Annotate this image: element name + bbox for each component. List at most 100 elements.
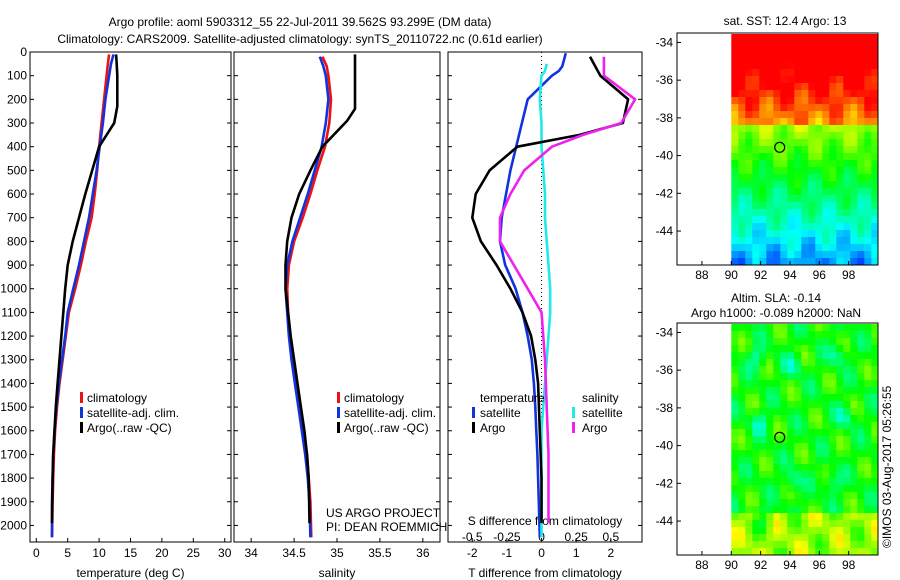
sst-field-cell	[759, 132, 767, 140]
sla-field-cell	[801, 499, 809, 507]
sla-field-cell	[843, 436, 851, 444]
sst-field-cell	[731, 167, 739, 175]
sla-field-cell	[780, 506, 788, 514]
sst-field-cell	[759, 34, 767, 42]
sla-field-cell	[829, 345, 837, 353]
sla-field-cell	[857, 443, 865, 451]
sst-field-cell	[871, 118, 879, 126]
sla-field-cell	[794, 366, 802, 374]
sst-field-cell	[745, 181, 753, 189]
sst-field-cell	[745, 146, 753, 154]
sla-field-cell	[731, 331, 739, 339]
sla-field-cell	[850, 471, 858, 479]
sla-field-cell	[794, 534, 802, 542]
sst-field-cell	[759, 160, 767, 168]
sla-field-cell	[850, 373, 858, 381]
sst-field-cell	[801, 139, 809, 147]
sla-field-cell	[871, 373, 879, 381]
sla-field-cell	[836, 422, 844, 430]
sla-field-cell	[864, 443, 872, 451]
sst-field-cell	[864, 69, 872, 77]
sla-field-cell	[759, 471, 767, 479]
salinity-xtick-label: 36	[416, 546, 430, 560]
sla-field-cell	[752, 436, 760, 444]
sla-field-cell	[857, 492, 865, 500]
sst-field-cell	[759, 216, 767, 224]
sst-field-cell	[752, 97, 760, 105]
sla-field-cell	[731, 324, 739, 332]
sla-field-cell	[794, 548, 802, 556]
sst-field-cell	[745, 48, 753, 56]
sst-field-cell	[738, 146, 746, 154]
sst-field-cell	[829, 209, 837, 217]
sla-field-cell	[850, 359, 858, 367]
sla-field-cell	[815, 359, 823, 367]
sla-field-cell	[801, 359, 809, 367]
sst-field-cell	[871, 104, 879, 112]
sla-field-cell	[836, 352, 844, 360]
sst-field-cell	[787, 195, 795, 203]
sla-field-cell	[808, 527, 816, 535]
sla-field-cell	[759, 464, 767, 472]
sla-field-cell	[857, 422, 865, 430]
sst-field-cell	[843, 111, 851, 119]
sla-field-cell	[731, 541, 739, 549]
sst-field-cell	[829, 69, 837, 77]
sla-field-cell	[801, 387, 809, 395]
sla-field-cell	[773, 520, 781, 528]
sst-field-cell	[808, 223, 816, 231]
sla-field-cell	[850, 464, 858, 472]
sla-field-cell	[738, 429, 746, 437]
sla-field-cell	[794, 436, 802, 444]
sst-field-cell	[759, 181, 767, 189]
sst-field-cell	[766, 55, 774, 63]
sla-field-cell	[752, 387, 760, 395]
sla-field-cell	[773, 436, 781, 444]
sst-field-cell	[787, 258, 795, 266]
sst-field-cell	[836, 41, 844, 49]
sla-field-cell	[808, 387, 816, 395]
sla-field-cell	[815, 443, 823, 451]
sst-field-cell	[871, 181, 879, 189]
sst-field-cell	[808, 230, 816, 238]
sla-field-cell	[787, 387, 795, 395]
sst-field-cell	[815, 195, 823, 203]
sst-field-cell	[731, 90, 739, 98]
sla-field-cell	[752, 499, 760, 507]
sla-field-cell	[780, 394, 788, 402]
sla-field-cell	[738, 471, 746, 479]
sla-field-cell	[857, 499, 865, 507]
sst-field-cell	[780, 251, 788, 259]
sst-field-cell	[829, 167, 837, 175]
sla-lat-label: -34	[656, 325, 674, 339]
sst-field-cell	[857, 223, 865, 231]
sla-field-cell	[864, 373, 872, 381]
sst-field-cell	[850, 69, 858, 77]
sla-field-cell	[822, 429, 830, 437]
sla-field-cell	[752, 394, 760, 402]
sla-field-cell	[731, 352, 739, 360]
sst-field-cell	[780, 223, 788, 231]
sla-field-cell	[794, 401, 802, 409]
sla-field-cell	[794, 513, 802, 521]
sst-field-cell	[857, 146, 865, 154]
sst-field-cell	[780, 139, 788, 147]
depth-tick-label: 1500	[0, 400, 27, 414]
sst-field-cell	[843, 76, 851, 84]
sla-field-cell	[801, 436, 809, 444]
sla-field-cell	[871, 408, 879, 416]
sla-field-cell	[752, 541, 760, 549]
sla-field-cell	[752, 331, 760, 339]
sst-field-cell	[745, 34, 753, 42]
sst-field-cell	[850, 244, 858, 252]
sst-field-cell	[836, 195, 844, 203]
sst-field-cell	[759, 244, 767, 252]
sst-field-cell	[738, 237, 746, 245]
sla-field-cell	[780, 513, 788, 521]
sst-field-cell	[836, 132, 844, 140]
sst-field-cell	[745, 153, 753, 161]
sst-field-cell	[801, 111, 809, 119]
sla-field-cell	[857, 345, 865, 353]
sla-field-cell	[843, 464, 851, 472]
